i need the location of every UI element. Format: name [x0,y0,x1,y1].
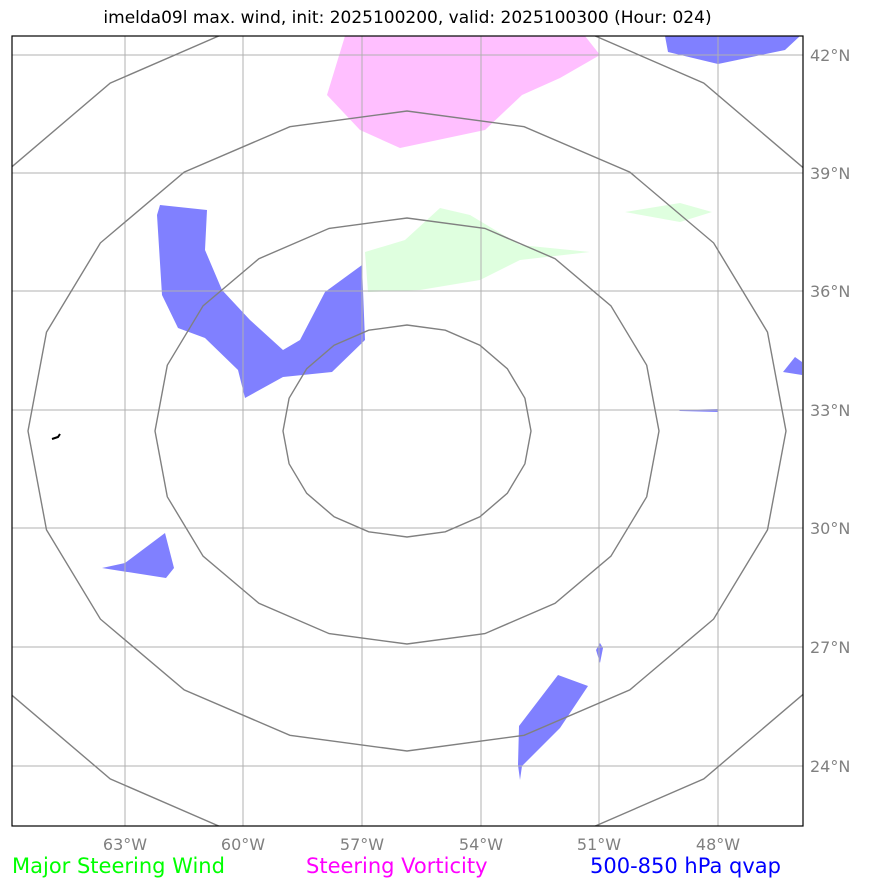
distance-ring [154,217,660,645]
lon-tick-label: 51°W [577,835,621,854]
distance-ring [12,36,803,826]
lat-tick-label: 36°N [810,282,850,301]
legend-qvap: 500-850 hPa qvap [590,854,781,878]
distance-ring [27,110,787,752]
qvap-area [102,533,174,578]
wind-area [625,203,712,222]
lat-tick-label: 33°N [810,401,850,420]
lat-tick-label: 39°N [810,164,850,183]
qvap-area [665,36,800,64]
wind-areas [365,203,712,292]
figure-title: imelda09l max. wind, init: 2025100200, v… [103,8,712,28]
qvap-area [783,357,802,375]
lon-tick-label: 57°W [340,835,384,854]
lon-tick-label: 63°W [103,835,147,854]
vorticity-area [327,36,600,148]
lat-tick-label: 42°N [810,46,850,65]
legend-major-steering-wind: Major Steering Wind [12,854,225,878]
qvap-areas [102,36,802,780]
lat-lon-grid [12,36,803,826]
qvap-area [157,205,365,398]
distance-rings [12,36,803,826]
distance-ring [282,324,532,538]
qvap-area [518,675,588,780]
lat-tick-label: 27°N [810,638,850,657]
legend-steering-vorticity: Steering Vorticity [306,854,488,878]
wind-area [365,208,590,292]
lat-tick-label: 30°N [810,519,850,538]
lat-tick-label: 24°N [810,757,850,776]
map-frame [11,35,804,827]
lon-tick-label: 60°W [221,835,265,854]
coastline-fragment [51,433,61,440]
vorticity-areas [327,36,600,148]
lon-tick-label: 48°W [696,835,740,854]
lon-tick-label: 54°W [459,835,503,854]
